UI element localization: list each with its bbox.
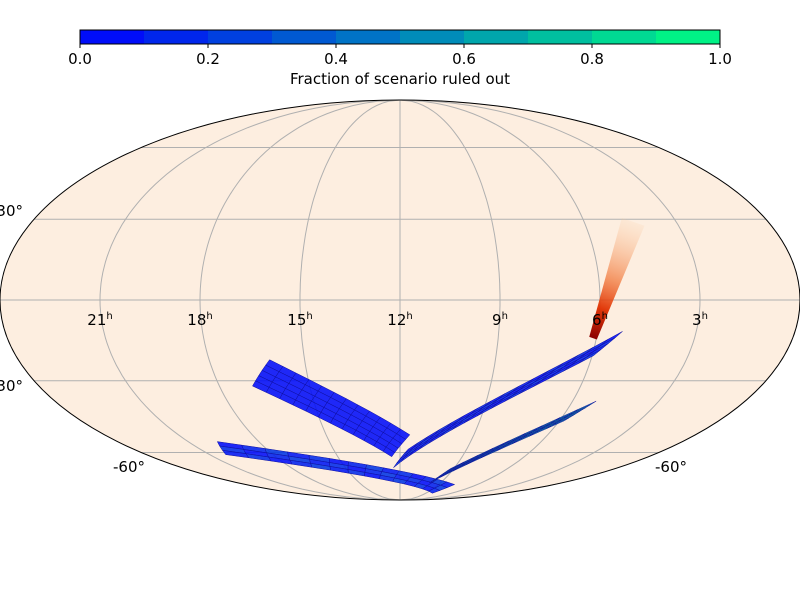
colorbar-frame (79, 29, 721, 45)
ra-gridline (399, 100, 701, 500)
dec-tick-label: -30° (0, 377, 23, 395)
localization-region (589, 217, 645, 340)
dec-tick-label: -60° (113, 458, 145, 476)
colorbar-bin (656, 30, 721, 44)
ra-tick-label: 18h (187, 311, 212, 329)
colorbar-bin (208, 30, 273, 44)
colorbar-tick-label: 0.0 (68, 50, 92, 68)
colorbar-bin (144, 30, 209, 44)
sky-map-border (0, 99, 800, 501)
coverage-tile (427, 487, 441, 494)
ra-tick-label: 12h (387, 311, 412, 329)
colorbar-bin (400, 30, 465, 44)
colorbar: 0.0 0.2 0.4 0.6 0.8 1.0 (68, 29, 732, 68)
ra-gridline (299, 100, 401, 500)
colorbar-bin (528, 30, 593, 44)
colorbar-bin (592, 30, 657, 44)
dec-tick-label: -60° (655, 458, 687, 476)
colorbar-bin (80, 30, 145, 44)
colorbar-tick-label: 1.0 (708, 50, 732, 68)
colorbar-tick-label: 0.8 (580, 50, 604, 68)
ra-tick-label: 15h (287, 311, 312, 329)
colorbar-tick-label: 0.2 (196, 50, 220, 68)
colorbar-label: Fraction of scenario ruled out (290, 70, 510, 88)
colorbar-bin (464, 30, 529, 44)
colorbar-tick-label: 0.6 (452, 50, 476, 68)
colorbar-bin (272, 30, 337, 44)
coverage-tiles (216, 331, 623, 494)
coverage-tile (382, 446, 396, 458)
ra-gridline (399, 100, 501, 500)
localization-streak (589, 217, 645, 340)
colorbar-bin (336, 30, 401, 44)
ra-tick-label: 21h (87, 311, 112, 329)
colorbar-tick-label: 0.4 (324, 50, 348, 68)
dec-tick-label: 30° (0, 202, 23, 220)
ra-gridline (99, 100, 401, 500)
coverage-tile (429, 474, 445, 484)
coverage-tile (393, 457, 405, 468)
